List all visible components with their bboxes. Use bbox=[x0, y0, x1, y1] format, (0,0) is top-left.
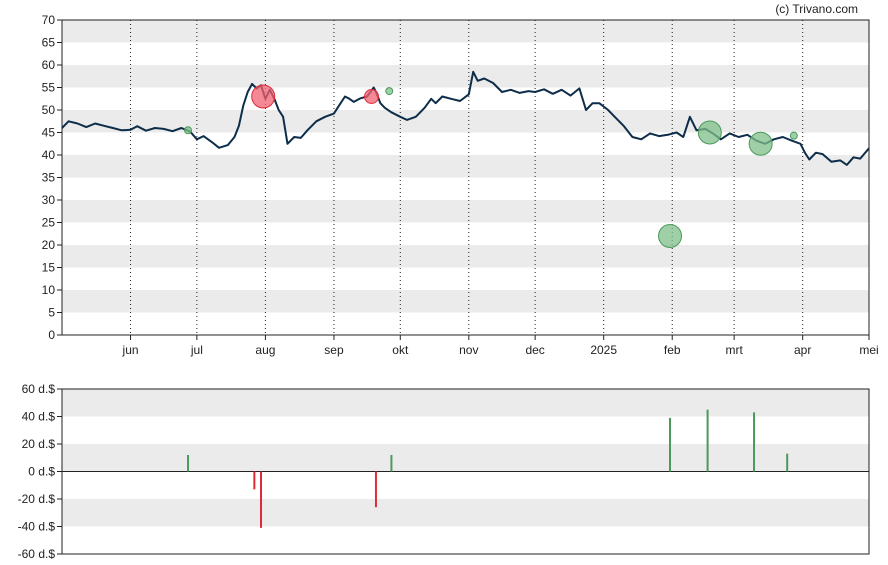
y-tick-label: 45 bbox=[42, 126, 56, 140]
x-tick-label: mei bbox=[859, 343, 878, 357]
volume-band bbox=[62, 444, 869, 472]
y-tick-label: 15 bbox=[42, 261, 56, 275]
x-tick-label: jun bbox=[122, 343, 139, 357]
y-tick-label: 65 bbox=[42, 36, 56, 50]
volume-band bbox=[62, 389, 869, 417]
trade-markers bbox=[184, 84, 798, 248]
x-tick-label: okt bbox=[392, 343, 409, 357]
y-tick-label: 20 d.$ bbox=[22, 437, 56, 451]
price-band bbox=[62, 200, 869, 223]
y-tick-label: -40 d.$ bbox=[18, 520, 56, 534]
y-tick-label: 0 bbox=[48, 328, 55, 342]
y-tick-label: 70 bbox=[42, 13, 56, 27]
y-tick-label: 40 d.$ bbox=[22, 410, 56, 424]
y-tick-label: 0 d.$ bbox=[28, 465, 55, 479]
price-band bbox=[62, 245, 869, 268]
x-tick-label: mrt bbox=[725, 343, 743, 357]
x-tick-label: nov bbox=[459, 343, 478, 357]
y-tick-label: 5 bbox=[48, 306, 55, 320]
y-tick-label: -60 d.$ bbox=[18, 547, 56, 561]
x-tick-label: apr bbox=[794, 343, 811, 357]
y-tick-label: 40 bbox=[42, 148, 56, 162]
buy-marker bbox=[748, 131, 773, 156]
price-x-ticks: jun jul aug sep okt nov dec 2025 feb mrt apr mei bbox=[122, 335, 879, 357]
price-line bbox=[61, 70, 870, 166]
x-tick-label: feb bbox=[664, 343, 681, 357]
y-tick-label: 10 bbox=[42, 283, 56, 297]
y-tick-label: 25 bbox=[42, 216, 56, 230]
price-month-gridlines bbox=[130, 20, 804, 335]
buy-marker bbox=[385, 87, 394, 96]
buy-marker bbox=[697, 120, 722, 145]
buy-marker bbox=[789, 131, 798, 140]
price-band bbox=[62, 290, 869, 313]
copyright-text: (c) Trivano.com bbox=[775, 2, 858, 16]
price-band bbox=[62, 65, 869, 88]
x-tick-label: sep bbox=[324, 343, 344, 357]
price-band bbox=[62, 20, 869, 43]
buy-marker bbox=[658, 224, 683, 248]
buy-marker bbox=[184, 126, 193, 135]
volume-bars bbox=[187, 409, 789, 528]
price-band bbox=[62, 155, 869, 178]
x-tick-label: dec bbox=[525, 343, 544, 357]
y-tick-label: 60 d.$ bbox=[22, 382, 56, 396]
y-tick-label: 60 bbox=[42, 58, 56, 72]
y-tick-label: 50 bbox=[42, 103, 56, 117]
volume-chart: 60 d.$ 40 d.$ 20 d.$ 0 d.$ -20 d.$ -40 d.$ -60… bbox=[18, 382, 870, 561]
x-tick-label: 2025 bbox=[590, 343, 617, 357]
volume-y-ticks: 60 d.$ 40 d.$ 20 d.$ 0 d.$ -20 d.$ -40 d.$ -60… bbox=[18, 382, 62, 561]
y-tick-label: 30 bbox=[42, 193, 56, 207]
price-band bbox=[62, 110, 869, 133]
y-tick-label: -20 d.$ bbox=[18, 492, 56, 506]
price-bands bbox=[62, 20, 869, 313]
volume-band bbox=[62, 499, 869, 527]
y-tick-label: 20 bbox=[42, 238, 56, 252]
x-tick-label: jul bbox=[190, 343, 203, 357]
price-series bbox=[61, 70, 870, 166]
volume-bands bbox=[62, 389, 869, 527]
sell-marker bbox=[364, 89, 380, 104]
sell-marker bbox=[251, 84, 276, 109]
y-tick-label: 55 bbox=[42, 81, 56, 95]
price-y-ticks: 0 5 10 15 20 25 30 35 40 45 50 55 60 65 70 bbox=[42, 13, 62, 342]
y-tick-label: 35 bbox=[42, 171, 56, 185]
x-tick-label: aug bbox=[255, 343, 275, 357]
